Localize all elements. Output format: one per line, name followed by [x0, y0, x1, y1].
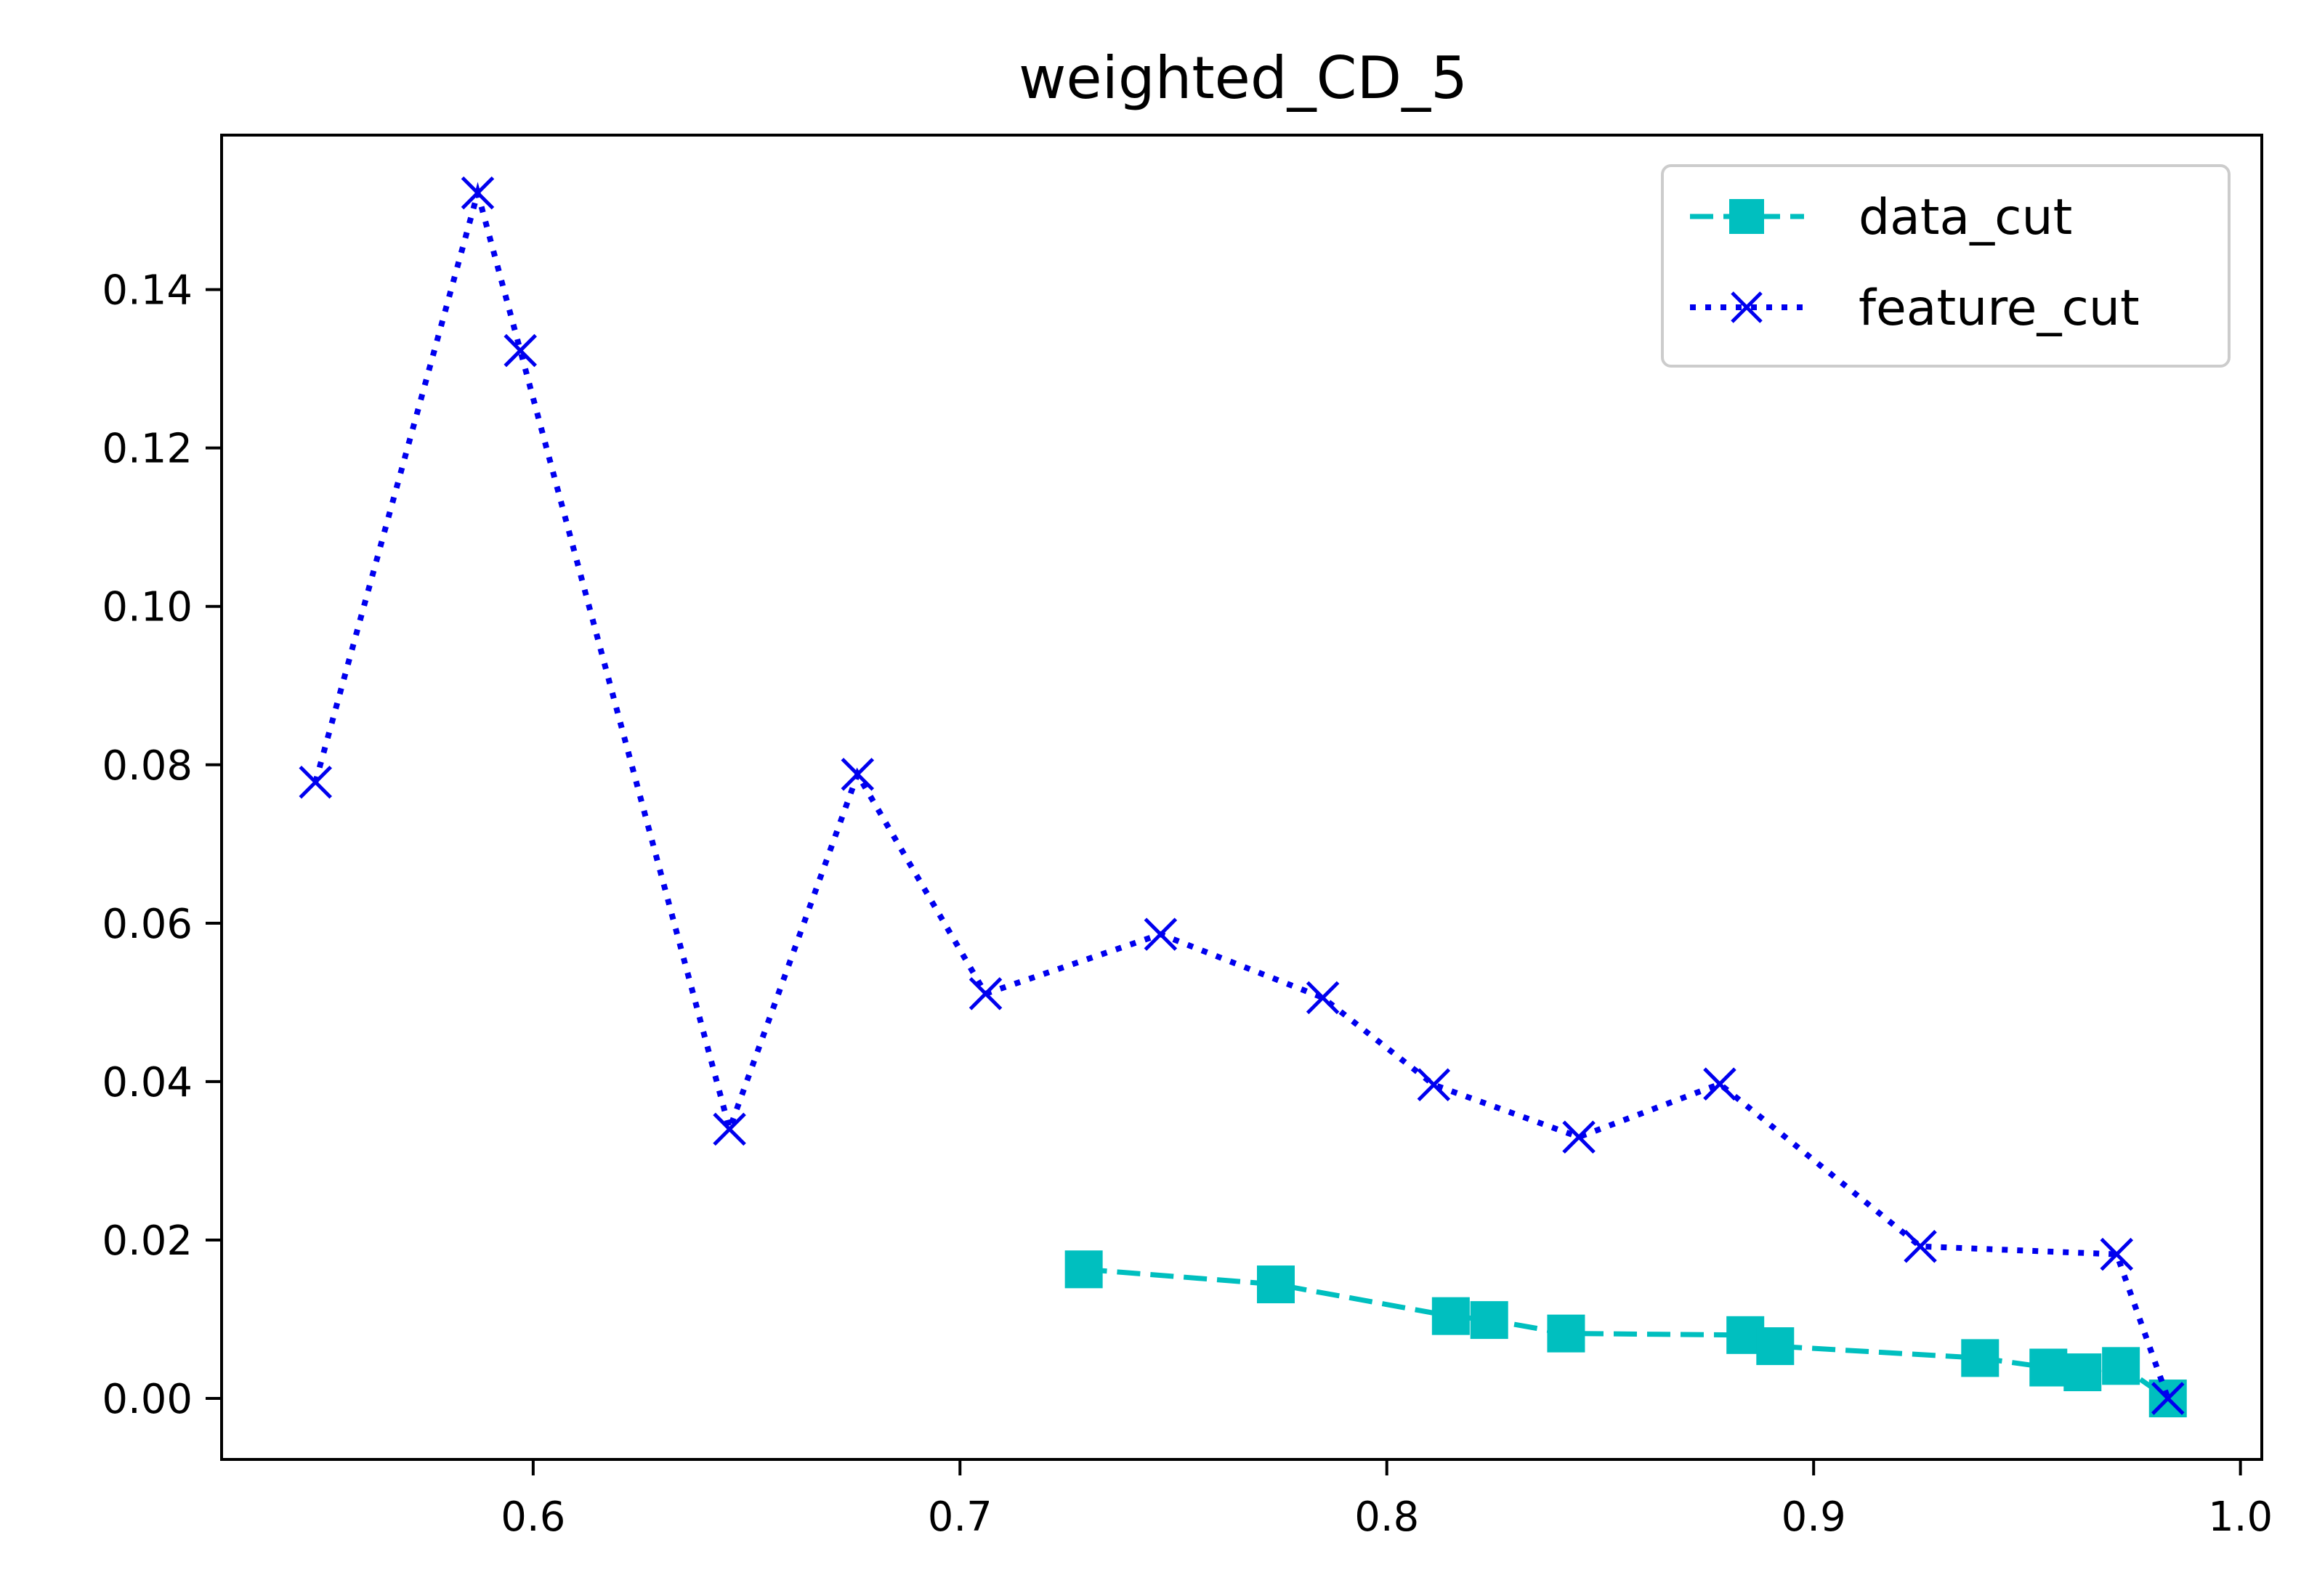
feature-cut-point — [841, 758, 875, 791]
feature-cut-point-stroke — [1904, 1229, 1937, 1263]
feature-cut-series — [299, 176, 2185, 1415]
feature-cut-point — [1904, 1229, 1937, 1263]
legend-label: feature_cut — [1859, 280, 2140, 337]
feature-cut-point-stroke — [2151, 1382, 2185, 1415]
feature-cut-point-stroke — [299, 766, 333, 799]
y-tick-label: 0.04 — [102, 1059, 193, 1106]
data-cut-point — [1756, 1327, 1795, 1366]
feature-cut-point — [1703, 1067, 1736, 1101]
feature-cut-point-stroke — [1306, 981, 1340, 1015]
data-cut-point — [1729, 199, 1764, 234]
feature-cut-point-stroke — [1562, 1120, 1596, 1154]
axes: 0.6 0.7 0.8 0.9 1.0 0.00 0.02 0.04 0.06 0.08 0.10 0… — [102, 267, 2273, 1541]
feature-cut-point-stroke — [1731, 291, 1763, 323]
legend: data_cut feature_cut — [1661, 164, 2231, 368]
data-cut-point — [1064, 1250, 1103, 1289]
feature-cut-point-stroke — [841, 758, 875, 791]
feature-cut-point-stroke — [1144, 918, 1178, 951]
feature-cut-point-stroke — [969, 977, 1003, 1010]
feature-cut-point-stroke — [2100, 1237, 2134, 1271]
x-tick-label: 0.7 — [928, 1494, 992, 1541]
feature-cut-point — [299, 766, 333, 799]
data-cut-point — [2102, 1347, 2140, 1385]
y-tick-label: 0.00 — [102, 1376, 193, 1423]
data-cut-point — [1547, 1314, 1585, 1353]
data-cut-point — [1431, 1297, 1470, 1335]
feature-cut-point — [969, 977, 1003, 1010]
feature-cut-point-stroke — [461, 176, 495, 210]
feature-cut-point-stroke — [1703, 1067, 1736, 1101]
feature-cut-point — [461, 176, 495, 210]
x-tick-label: 0.8 — [1354, 1494, 1419, 1541]
legend-label: data_cut — [1859, 189, 2072, 246]
y-tick-label: 0.10 — [102, 584, 193, 631]
feature-cut-point — [1144, 918, 1178, 951]
y-tick-label: 0.06 — [102, 901, 193, 948]
data-cut-point — [2063, 1353, 2102, 1392]
data-cut-point — [1470, 1301, 1508, 1340]
y-tick-label: 0.14 — [102, 267, 193, 315]
data-cut-series — [1064, 1250, 2187, 1418]
feature-cut-point — [1417, 1068, 1451, 1102]
chart-title: weighted_CD_5 — [1019, 44, 1468, 112]
feature-cut-point — [1731, 291, 1763, 323]
feature-cut-point — [1562, 1120, 1596, 1154]
data-cut-point — [1961, 1339, 1999, 1377]
feature-cut-point — [1306, 981, 1340, 1015]
y-tick-label: 0.02 — [102, 1218, 193, 1265]
feature-cut-point — [713, 1112, 746, 1146]
feature-cut-point — [2151, 1382, 2185, 1415]
data-cut-point — [1256, 1265, 1295, 1304]
y-tick-label: 0.12 — [102, 426, 193, 473]
plot-area — [299, 176, 2187, 1418]
y-tick-label: 0.08 — [102, 742, 193, 790]
data-cut-point — [2029, 1348, 2068, 1387]
axes-frame — [220, 134, 2263, 1461]
feature-cut-point — [504, 333, 537, 368]
legend-entry-feature-cut: feature_cut — [1690, 280, 2140, 337]
feature-cut-point — [2100, 1237, 2134, 1271]
feature-cut-point-stroke — [713, 1112, 746, 1146]
x-tick-label: 0.6 — [501, 1494, 565, 1541]
x-tick-label: 0.9 — [1782, 1494, 1846, 1541]
x-tick-label: 1.0 — [2208, 1494, 2273, 1541]
legend-entry-data-cut: data_cut — [1690, 189, 2072, 246]
feature-cut-point-stroke — [1417, 1068, 1451, 1102]
feature-cut-point-stroke — [504, 333, 537, 368]
